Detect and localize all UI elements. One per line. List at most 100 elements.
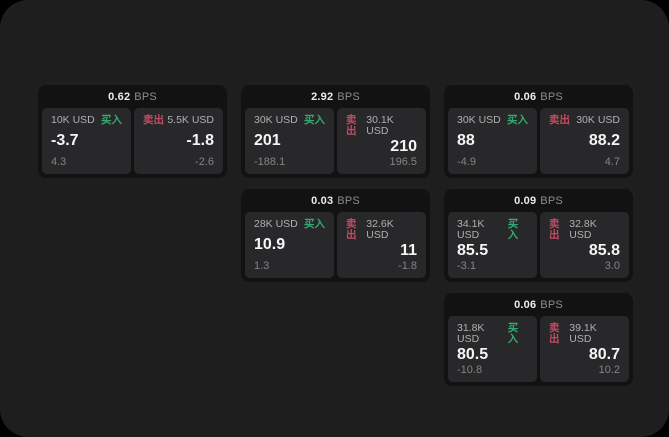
bps-value: 0.06 xyxy=(514,90,537,103)
sell-amount: 5.5K USD xyxy=(167,114,214,126)
sell-panel[interactable]: 卖出 5.5K USD -1.8 -2.6 xyxy=(134,108,223,174)
sell-amount: 30.1K USD xyxy=(366,114,394,137)
buy-panel[interactable]: 30K USD 买入 201 -188.1 xyxy=(245,108,334,174)
sell-price: 210 xyxy=(390,137,417,155)
sell-sub-value: 196.5 xyxy=(389,156,417,168)
quote-card-5: 0.09 BPS 34.1K USD 买入 85.5 -3.1 卖出 32.8K… xyxy=(444,189,633,282)
bps-unit-label: BPS xyxy=(540,298,563,311)
sell-side-label: 卖出 xyxy=(549,218,560,241)
sell-side-label: 卖出 xyxy=(549,114,570,126)
bps-value: 0.03 xyxy=(311,194,334,207)
buy-sub-value: -10.8 xyxy=(457,364,483,376)
buy-side-label: 买入 xyxy=(507,114,528,126)
buy-side-label: 买入 xyxy=(507,218,519,241)
bps-unit-label: BPS xyxy=(134,90,157,103)
bps-unit-label: BPS xyxy=(337,90,360,103)
bps-unit-label: BPS xyxy=(540,90,563,103)
quote-card-6: 0.06 BPS 31.8K USD 买入 80.5 -10.8 卖出 39.1… xyxy=(444,293,633,386)
quote-card-4: 0.03 BPS 28K USD 买入 10.9 1.3 卖出 32.6K US… xyxy=(241,189,430,282)
bps-value: 0.09 xyxy=(514,194,537,207)
sell-panel[interactable]: 卖出 32.6K USD 11 -1.8 xyxy=(337,212,426,278)
sell-amount: 39.1K USD xyxy=(569,322,597,345)
bps-value: 0.62 xyxy=(108,90,131,103)
buy-panel-top: 34.1K USD 买入 xyxy=(457,219,528,240)
sell-panel[interactable]: 卖出 39.1K USD 80.7 10.2 xyxy=(540,316,629,382)
quote-panels: 30K USD 买入 201 -188.1 卖出 30.1K USD 210 1… xyxy=(241,108,430,178)
quote-panels: 10K USD 买入 -3.7 4.3 卖出 5.5K USD -1.8 -2.… xyxy=(38,108,227,178)
sell-side-label: 卖出 xyxy=(346,218,357,241)
sell-price: -1.8 xyxy=(186,132,214,150)
bps-unit-label: BPS xyxy=(337,194,360,207)
buy-price: 201 xyxy=(254,132,281,150)
card-header: 0.62 BPS xyxy=(38,85,227,108)
buy-panel-top: 30K USD 买入 xyxy=(457,115,528,126)
sell-panel-top: 卖出 32.8K USD xyxy=(549,219,620,240)
buy-panel[interactable]: 31.8K USD 买入 80.5 -10.8 xyxy=(448,316,537,382)
buy-price: 80.5 xyxy=(457,345,489,363)
card-header: 0.03 BPS xyxy=(241,189,430,212)
buy-panel[interactable]: 10K USD 买入 -3.7 4.3 xyxy=(42,108,131,174)
quote-cards-grid: 0.62 BPS 10K USD 买入 -3.7 4.3 卖出 5.5K USD xyxy=(38,85,633,386)
buy-amount: 34.1K USD xyxy=(457,218,485,241)
buy-sub-value: -4.9 xyxy=(457,156,476,168)
buy-price: -3.7 xyxy=(51,132,79,150)
buy-price: 10.9 xyxy=(254,236,286,254)
quote-panels: 30K USD 买入 88 -4.9 卖出 30K USD 88.2 4.7 xyxy=(444,108,633,178)
quote-panels: 34.1K USD 买入 85.5 -3.1 卖出 32.8K USD 85.8… xyxy=(444,212,633,282)
buy-side-label: 买入 xyxy=(507,322,519,345)
buy-amount: 10K USD xyxy=(51,114,95,126)
buy-panel-top: 31.8K USD 买入 xyxy=(457,323,528,344)
quote-panels: 31.8K USD 买入 80.5 -10.8 卖出 39.1K USD 80.… xyxy=(444,316,633,386)
card-header: 0.09 BPS xyxy=(444,189,633,212)
sell-sub-value: -1.8 xyxy=(398,260,417,272)
sell-sub-value: 10.2 xyxy=(598,364,620,376)
card-header: 0.06 BPS xyxy=(444,85,633,108)
buy-panel[interactable]: 28K USD 买入 10.9 1.3 xyxy=(245,212,334,278)
sell-price: 11 xyxy=(400,241,417,259)
card-header: 0.06 BPS xyxy=(444,293,633,316)
sell-panel[interactable]: 卖出 32.8K USD 85.8 3.0 xyxy=(540,212,629,278)
sell-sub-value: 3.0 xyxy=(604,260,620,272)
sell-panel[interactable]: 卖出 30.1K USD 210 196.5 xyxy=(337,108,426,174)
sell-panel-top: 卖出 32.6K USD xyxy=(346,219,417,240)
sell-price: 85.8 xyxy=(588,241,620,259)
sell-panel-top: 卖出 30.1K USD xyxy=(346,115,417,136)
quote-card-2: 2.92 BPS 30K USD 买入 201 -188.1 卖出 30.1K … xyxy=(241,85,430,178)
buy-side-label: 买入 xyxy=(101,114,122,126)
sell-amount: 32.8K USD xyxy=(569,218,597,241)
sell-price: 88.2 xyxy=(588,132,620,150)
quote-card-1: 0.62 BPS 10K USD 买入 -3.7 4.3 卖出 5.5K USD xyxy=(38,85,227,178)
bps-value: 2.92 xyxy=(311,90,334,103)
buy-sub-value: 4.3 xyxy=(51,156,67,168)
buy-amount: 31.8K USD xyxy=(457,322,485,345)
bps-unit-label: BPS xyxy=(540,194,563,207)
buy-sub-value: 1.3 xyxy=(254,260,270,272)
buy-price: 85.5 xyxy=(457,241,489,259)
sell-side-label: 卖出 xyxy=(143,114,164,126)
sell-amount: 30K USD xyxy=(576,114,620,126)
sell-side-label: 卖出 xyxy=(346,114,357,137)
buy-price: 88 xyxy=(457,132,475,150)
buy-sub-value: -188.1 xyxy=(254,156,286,168)
quote-card-3: 0.06 BPS 30K USD 买入 88 -4.9 卖出 30K USD xyxy=(444,85,633,178)
sell-sub-value: -2.6 xyxy=(195,156,214,168)
buy-panel[interactable]: 34.1K USD 买入 85.5 -3.1 xyxy=(448,212,537,278)
sell-panel-top: 卖出 5.5K USD xyxy=(143,115,214,126)
buy-amount: 30K USD xyxy=(457,114,501,126)
sell-sub-value: 4.7 xyxy=(604,156,620,168)
buy-side-label: 买入 xyxy=(304,114,325,126)
buy-panel-top: 30K USD 买入 xyxy=(254,115,325,126)
buy-amount: 28K USD xyxy=(254,218,298,230)
sell-amount: 32.6K USD xyxy=(366,218,394,241)
card-header: 2.92 BPS xyxy=(241,85,430,108)
quote-panels: 28K USD 买入 10.9 1.3 卖出 32.6K USD 11 -1.8 xyxy=(241,212,430,282)
buy-sub-value: -3.1 xyxy=(457,260,476,272)
sell-panel-top: 卖出 30K USD xyxy=(549,115,620,126)
buy-panel[interactable]: 30K USD 买入 88 -4.9 xyxy=(448,108,537,174)
buy-amount: 30K USD xyxy=(254,114,298,126)
buy-side-label: 买入 xyxy=(304,218,325,230)
sell-panel[interactable]: 卖出 30K USD 88.2 4.7 xyxy=(540,108,629,174)
buy-panel-top: 28K USD 买入 xyxy=(254,219,325,230)
sell-panel-top: 卖出 39.1K USD xyxy=(549,323,620,344)
